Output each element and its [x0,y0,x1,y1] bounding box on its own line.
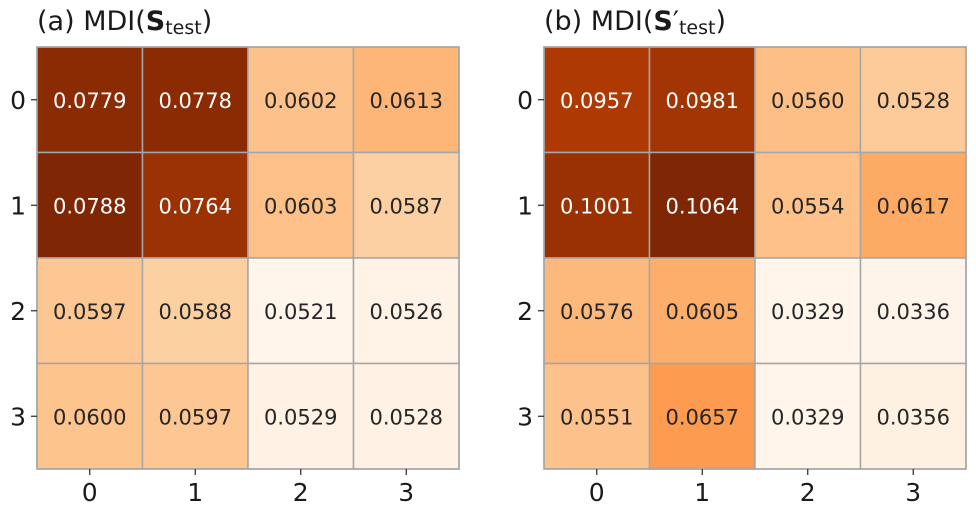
cell-value-label: 0.0588 [159,300,232,324]
y-tick-label: 0 [517,86,533,115]
cell-value-label: 0.0526 [370,300,443,324]
cell-value-label: 0.1064 [666,194,739,218]
plot-frame [36,46,460,470]
heatmap-cell [648,257,756,365]
cell-value-label: 0.0778 [159,89,232,113]
cell-value-label: 0.0603 [264,194,337,218]
heatmap-plot: 0.0779 0.0778 0.0602 0.0613 0.0788 0.0764 0.06… [10,46,460,507]
cell-value-label: 0.0764 [159,194,232,218]
heatmap-cell [247,362,355,470]
heatmap-cell [141,151,249,259]
x-tick-label: 0 [82,478,98,507]
chart-title: (b) MDI(S′test) [544,6,726,39]
x-tick-label: 2 [800,478,816,507]
cell-value-label: 0.0529 [264,405,337,429]
cell-value-label: 0.0356 [877,405,950,429]
heatmap-cell [36,151,144,259]
cell-value-label: 0.0554 [771,194,844,218]
x-tick-label: 0 [589,478,605,507]
cell-value-label: 0.0528 [370,405,443,429]
heatmap-cell [648,362,756,470]
cell-value-label: 0.0657 [666,405,739,429]
title-prefix: (b) MDI( [544,6,654,37]
heatmap-cell [141,362,249,470]
cell-value-label: 0.0597 [53,300,126,324]
cell-value-label: 0.0613 [370,89,443,113]
heatmap-cell [543,257,651,365]
cell-value-label: 0.0981 [666,89,739,113]
heatmap-cell [247,257,355,365]
x-tick-label: 2 [293,478,309,507]
heatmap-cell [141,257,249,365]
heatmap-panel-a: (a) MDI(Stest) 0.0779 0.0778 0.0602 0.0613 0… [10,6,460,507]
heatmap-cell [543,151,651,259]
heatmap-cell [648,46,756,154]
title-suffix: ) [201,6,213,37]
x-tick-label: 1 [187,478,203,507]
y-tick-label: 3 [10,402,26,431]
cell-value-label: 0.0600 [53,405,126,429]
cell-value-label: 0.0528 [877,89,950,113]
cell-value-label: 0.0605 [666,300,739,324]
x-tick-label: 1 [694,478,710,507]
cell-value-label: 0.0957 [560,89,633,113]
chart-title: (a) MDI(Stest) [37,6,212,39]
title-subscript: test [165,17,202,39]
cell-value-label: 0.0560 [771,89,844,113]
heatmap-cell [859,151,967,259]
heatmap-cell [352,257,460,365]
cell-value-label: 0.0329 [771,405,844,429]
heatmap-cell [754,257,862,365]
heatmap-cell [141,46,249,154]
title-prefix: (a) MDI( [37,6,146,37]
x-tick-label: 3 [398,478,414,507]
y-tick-label: 2 [10,297,26,326]
y-tick-label: 3 [517,402,533,431]
cell-value-label: 0.0521 [264,300,337,324]
cell-value-label: 0.0779 [53,89,126,113]
y-tick-label: 2 [517,297,533,326]
title-subscript: test [678,17,716,39]
title-suffix: ) [715,6,727,37]
heatmap-cell [247,151,355,259]
heatmap-cell [247,46,355,154]
plot-frame [543,46,967,470]
cell-value-label: 0.0551 [560,405,633,429]
heatmap-cell [36,362,144,470]
y-tick-label: 0 [10,86,26,115]
cell-value-label: 0.0336 [877,300,950,324]
heatmap-plot: 0.0957 0.0981 0.0560 0.0528 0.1001 0.1064 0.05… [517,46,967,507]
cell-value-label: 0.0597 [159,405,232,429]
cell-value-label: 0.0602 [264,89,337,113]
title-prime: ′ [672,6,679,37]
cell-value-label: 0.0587 [370,194,443,218]
heatmap-panel-b: (b) MDI(S′test) 0.0957 0.0981 0.0560 0.0528… [488,0,976,514]
heatmap-cell [648,151,756,259]
title-symbol: S [145,6,166,37]
cell-value-label: 0.0617 [877,194,950,218]
y-tick-label: 1 [517,191,533,220]
cell-value-label: 0.0329 [771,300,844,324]
heatmap-cell [352,151,460,259]
y-tick-label: 1 [10,191,26,220]
title-symbol: S [653,6,673,37]
x-tick-label: 3 [905,478,921,507]
cell-value-label: 0.1001 [560,194,633,218]
cell-value-label: 0.0788 [53,194,126,218]
heatmap-cell [352,362,460,470]
cell-value-label: 0.0576 [560,300,633,324]
